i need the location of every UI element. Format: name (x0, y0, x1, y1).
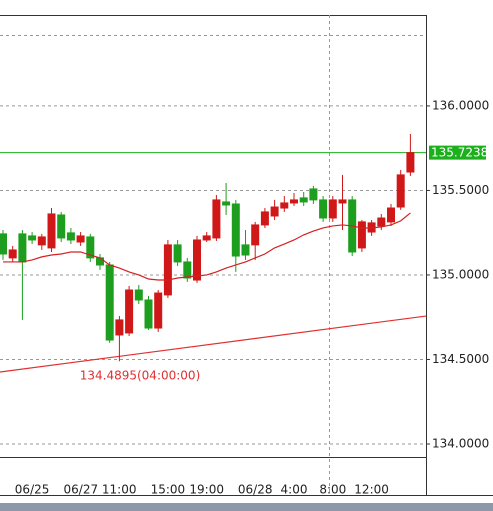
x-tick-label: 4:00 (281, 483, 308, 497)
candle-body (231, 203, 240, 257)
candle-body (57, 214, 66, 239)
candle-body (144, 299, 153, 329)
candle-body (18, 233, 27, 263)
x-tick-label: 06/28 (238, 483, 273, 497)
trend-line (0, 315, 427, 373)
candle-body (86, 236, 95, 259)
candle-body (154, 292, 163, 329)
candle-body (183, 261, 192, 279)
candle-body (338, 199, 347, 204)
x-tick-label: 06/27 11:00 (64, 483, 137, 497)
y-tick-label: 136.0000 (432, 98, 489, 112)
y-tick-label: 134.0000 (432, 436, 489, 450)
candle-body (319, 199, 328, 219)
moving-average (3, 212, 411, 281)
candle-body (0, 233, 7, 255)
candle-body (387, 207, 395, 223)
candle-body (202, 235, 211, 241)
x-tick-label: 06/25 (15, 483, 50, 497)
candle-body (76, 235, 85, 243)
candle-body (251, 224, 260, 246)
candle-body (28, 235, 37, 241)
x-tick-label: 15:00 (151, 483, 186, 497)
candle-body (260, 211, 269, 226)
candle-body (270, 206, 279, 217)
candle-body (299, 197, 308, 203)
candle-body (125, 289, 134, 334)
x-tick-label: 19:00 (189, 483, 224, 497)
candle-body (357, 221, 366, 249)
candle-body (47, 213, 56, 249)
candle-body (290, 199, 298, 204)
candle-body (222, 201, 231, 206)
x-tick-label: 12:00 (354, 483, 389, 497)
candle-body (406, 152, 415, 173)
candle-body (8, 249, 17, 259)
candle-body (377, 217, 386, 227)
candle-body (309, 188, 318, 201)
candle-body (115, 319, 124, 336)
scrollbar (0, 503, 493, 511)
current-price-box (429, 145, 486, 160)
candle-body (134, 289, 143, 301)
candle-body (241, 244, 250, 256)
candle-body (105, 264, 114, 341)
candle-body (193, 239, 201, 281)
low-annotation: 134.4895(04:00:00) (80, 369, 201, 383)
candle-body (328, 199, 337, 219)
y-tick-label: 135.5000 (432, 183, 489, 197)
current-price-label: 135.7238 (431, 146, 488, 160)
candle-body (173, 244, 182, 263)
y-tick-label: 135.0000 (432, 267, 489, 281)
candle-body (163, 244, 172, 296)
candle-body (396, 174, 405, 208)
candle-body (212, 199, 221, 239)
candle-body (66, 232, 75, 241)
x-tick-label: 8:00 (319, 483, 346, 497)
candle-body (37, 236, 46, 246)
y-tick-label: 134.5000 (432, 352, 489, 366)
candle-body (280, 202, 289, 209)
